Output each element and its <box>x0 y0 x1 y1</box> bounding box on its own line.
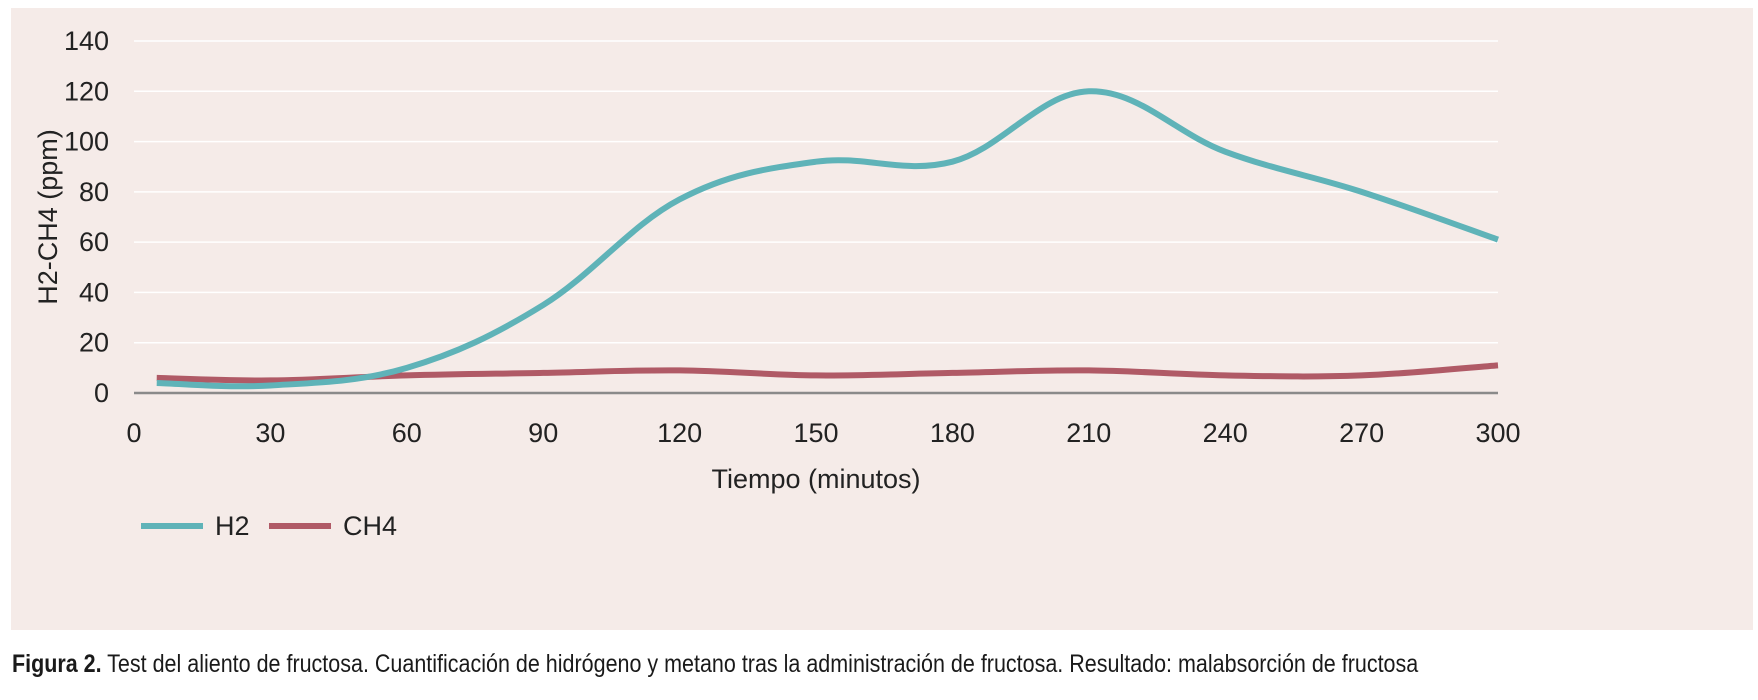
y-tick-label: 80 <box>79 177 109 207</box>
x-tick-label: 180 <box>930 418 975 448</box>
x-axis-ticks: 0 30 60 90 120 150 180 210 240 270 300 <box>126 418 1520 448</box>
series-lines <box>156 88 1499 390</box>
series-line-h2 <box>156 88 1499 390</box>
legend: H2 CH4 <box>141 511 397 541</box>
x-tick-label: 90 <box>528 418 558 448</box>
caption-label: Figura 2. <box>12 650 102 678</box>
y-tick-label: 40 <box>79 277 109 307</box>
x-tick-label: 30 <box>255 418 285 448</box>
x-tick-label: 150 <box>793 418 838 448</box>
grid-lines <box>134 40 1498 395</box>
y-tick-label: 140 <box>64 26 109 56</box>
y-tick-label: 60 <box>79 227 109 257</box>
caption-text: Test del aliento de fructosa. Cuantifica… <box>101 650 1419 678</box>
y-tick-label: 100 <box>64 127 109 157</box>
x-tick-label: 0 <box>126 418 141 448</box>
x-tick-label: 300 <box>1475 418 1520 448</box>
y-tick-label: 0 <box>94 378 109 408</box>
y-axis-title: H2-CH4 (ppm) <box>33 129 63 305</box>
y-tick-label: 120 <box>64 76 109 106</box>
y-tick-label: 20 <box>79 328 109 358</box>
y-axis-ticks: 0 20 40 60 80 100 120 140 <box>64 26 109 408</box>
x-tick-label: 210 <box>1066 418 1111 448</box>
x-tick-label: 60 <box>392 418 422 448</box>
figure-caption: Figura 2. Test del aliento de fructosa. … <box>12 650 1418 679</box>
x-tick-label: 240 <box>1203 418 1248 448</box>
x-axis-title: Tiempo (minutos) <box>711 464 920 494</box>
line-chart: 0 20 40 60 80 100 120 140 0 30 60 90 120 150 180 210 24… <box>33 26 1521 541</box>
chart-panel: 0 20 40 60 80 100 120 140 0 30 60 90 120 150 180 210 24… <box>11 8 1753 630</box>
x-tick-label: 270 <box>1339 418 1384 448</box>
x-tick-label: 120 <box>657 418 702 448</box>
legend-label-ch4: CH4 <box>343 511 397 541</box>
legend-label-h2: H2 <box>215 511 250 541</box>
